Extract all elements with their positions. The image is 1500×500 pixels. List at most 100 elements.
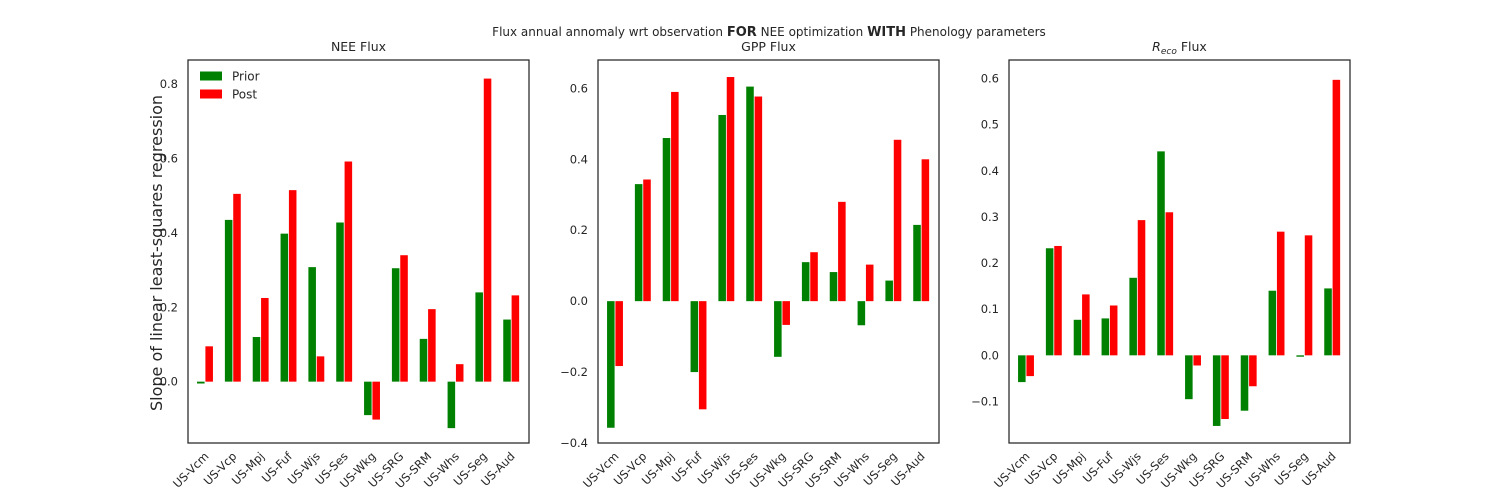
bar-post-us-mpj xyxy=(261,297,269,382)
y-tick-label: −0.4 xyxy=(560,436,588,450)
suptitle-part-4: WITH xyxy=(867,25,906,40)
suptitle-part-2: FOR xyxy=(727,25,757,40)
y-tick-label: 0.6 xyxy=(981,71,999,85)
bar-post-us-aud xyxy=(921,159,930,302)
y-tick-label: −0.2 xyxy=(560,365,588,379)
bar-post-us-srm xyxy=(428,309,436,382)
bar-post-us-srm xyxy=(838,201,846,302)
panel-1: 0.00.20.40.60.8US-VcmUS-VcpUS-MpjUS-FufU… xyxy=(160,39,530,491)
y-tick-label: 0.0 xyxy=(570,294,588,308)
bar-prior-us-fuf xyxy=(690,301,699,373)
bar-prior-us-fuf xyxy=(280,233,289,382)
y-tick-label: 0.0 xyxy=(981,348,999,362)
y-tick-label: 0.4 xyxy=(570,152,588,166)
bar-prior-us-ses xyxy=(746,86,754,302)
bar-prior-us-wkg xyxy=(364,381,372,416)
bar-post-us-srg xyxy=(810,252,818,302)
bar-post-us-seg xyxy=(483,78,492,382)
bar-post-us-whs xyxy=(865,264,874,302)
panel-frame xyxy=(597,59,940,444)
bar-post-us-ses xyxy=(754,96,763,302)
y-tick-label: 0.4 xyxy=(981,164,999,178)
legend-swatch-post xyxy=(200,89,222,99)
bar-prior-us-mpj xyxy=(1073,319,1082,356)
bar-post-us-srg xyxy=(1221,355,1229,420)
y-tick-label: 0.2 xyxy=(981,256,999,270)
bar-post-us-whs xyxy=(1276,231,1285,356)
bar-prior-us-srm xyxy=(1240,355,1249,411)
bar-prior-us-wjs xyxy=(1129,277,1137,356)
bar-post-us-srg xyxy=(400,255,408,382)
y-tick-label: 0.1 xyxy=(981,302,999,316)
y-tick-label: 0.6 xyxy=(570,81,588,95)
bar-prior-us-vcp xyxy=(634,184,643,302)
bar-post-us-seg xyxy=(893,139,902,302)
bar-post-us-vcm xyxy=(615,301,623,367)
bar-prior-us-seg xyxy=(475,292,483,382)
bar-prior-us-fuf xyxy=(1101,318,1110,356)
x-tick-label: US-Vcm xyxy=(991,449,1032,490)
panel-title: NEE Flux xyxy=(331,39,386,54)
bar-prior-us-srg xyxy=(801,262,810,302)
figure-suptitle: Flux annual annomaly wrt observation FOR… xyxy=(492,25,1046,40)
bar-post-us-vcp xyxy=(1054,245,1062,356)
suptitle-part-1: Flux annual annomaly wrt observation xyxy=(492,25,727,39)
bar-prior-us-mpj xyxy=(252,337,261,382)
bar-post-us-aud xyxy=(511,295,520,382)
bar-post-us-wkg xyxy=(372,381,380,420)
bar-post-us-wkg xyxy=(782,301,790,325)
x-tick-label: US-Vcm xyxy=(580,449,621,490)
bar-post-us-fuf xyxy=(698,301,707,410)
legend: Prior Post xyxy=(200,70,260,102)
bar-prior-us-ses xyxy=(336,222,344,382)
y-tick-label: 0.2 xyxy=(160,300,178,314)
panel-title: Reco Flux xyxy=(1152,39,1207,57)
panel-title: GPP Flux xyxy=(741,39,796,54)
bar-post-us-mpj xyxy=(1082,294,1090,356)
bar-prior-us-aud xyxy=(1324,288,1332,356)
bar-post-us-vcm xyxy=(1026,355,1034,377)
y-tick-label: 0.6 xyxy=(160,152,178,166)
bar-post-us-ses xyxy=(1165,212,1174,356)
bar-prior-us-vcp xyxy=(1045,248,1054,356)
y-tick-label: 0.0 xyxy=(160,375,178,389)
bar-post-us-ses xyxy=(344,161,353,382)
bar-prior-us-vcp xyxy=(224,219,233,382)
bar-post-us-wjs xyxy=(1137,220,1146,356)
bar-post-us-vcp xyxy=(233,193,241,382)
bar-post-us-wjs xyxy=(316,356,325,382)
bar-prior-us-vcm xyxy=(607,301,615,428)
bar-post-us-seg xyxy=(1304,235,1313,356)
bar-prior-us-srg xyxy=(1212,355,1221,426)
y-tick-label: 0.8 xyxy=(160,77,178,91)
bar-prior-us-aud xyxy=(913,224,921,302)
x-tick-label: US-Vcm xyxy=(170,449,211,490)
bar-post-us-whs xyxy=(455,364,464,382)
suptitle-part-3: NEE optimization xyxy=(757,25,867,39)
bar-prior-us-srg xyxy=(391,268,400,382)
bar-post-us-mpj xyxy=(671,91,679,302)
legend-label-prior: Prior xyxy=(232,70,260,84)
bar-prior-us-vcm xyxy=(197,381,205,384)
bar-post-us-wjs xyxy=(726,77,735,302)
bar-prior-us-whs xyxy=(857,301,866,326)
bar-prior-us-aud xyxy=(503,319,511,382)
bar-prior-us-ses xyxy=(1157,151,1165,356)
legend-label-post: Post xyxy=(232,88,257,102)
bar-post-us-fuf xyxy=(1109,305,1118,356)
bar-prior-us-vcm xyxy=(1018,355,1026,383)
bar-prior-us-seg xyxy=(885,280,893,302)
panel-2: −0.4−0.20.00.20.40.6US-VcmUS-VcpUS-MpjUS… xyxy=(560,39,940,491)
bar-prior-us-whs xyxy=(447,381,456,429)
y-tick-label: 0.5 xyxy=(981,118,999,132)
y-tick-label: −0.1 xyxy=(971,394,999,408)
bar-post-us-vcp xyxy=(643,179,651,302)
y-tick-label: 0.3 xyxy=(981,210,999,224)
panel-frame xyxy=(1008,59,1351,444)
suptitle-part-5: Phenology parameters xyxy=(906,25,1046,39)
bar-post-us-aud xyxy=(1332,79,1341,356)
bar-prior-us-srm xyxy=(829,272,838,302)
bar-post-us-fuf xyxy=(288,190,297,382)
chart-panels: 0.00.20.40.60.8US-VcmUS-VcpUS-MpjUS-FufU… xyxy=(160,39,1351,491)
